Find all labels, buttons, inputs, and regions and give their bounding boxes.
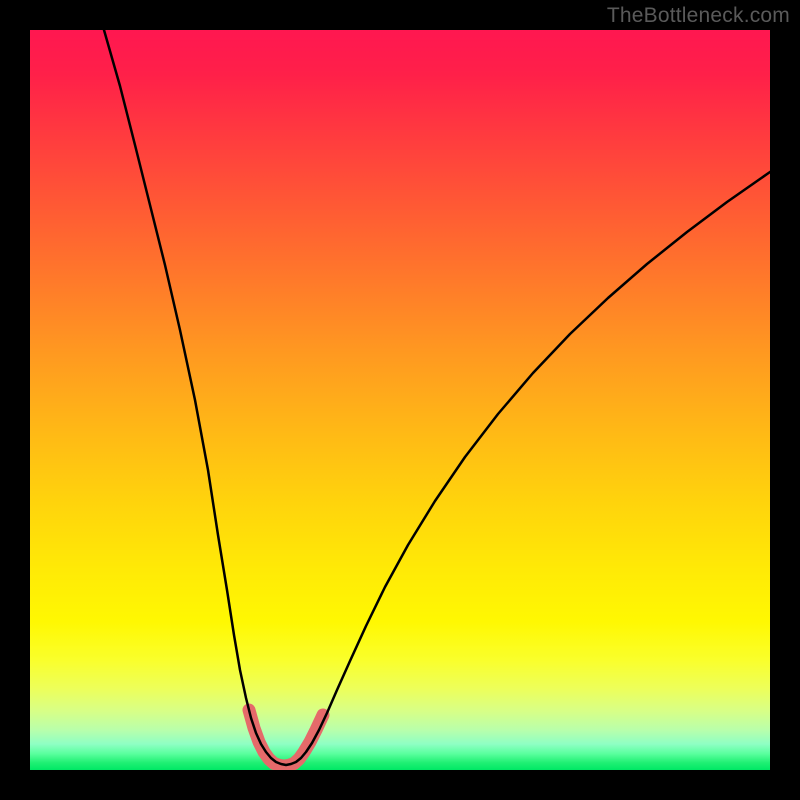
plot-area xyxy=(30,30,770,770)
highlight-curve xyxy=(249,710,323,766)
watermark: TheBottleneck.com xyxy=(607,4,790,28)
curve-layer xyxy=(30,30,770,770)
main-curve xyxy=(104,30,770,765)
